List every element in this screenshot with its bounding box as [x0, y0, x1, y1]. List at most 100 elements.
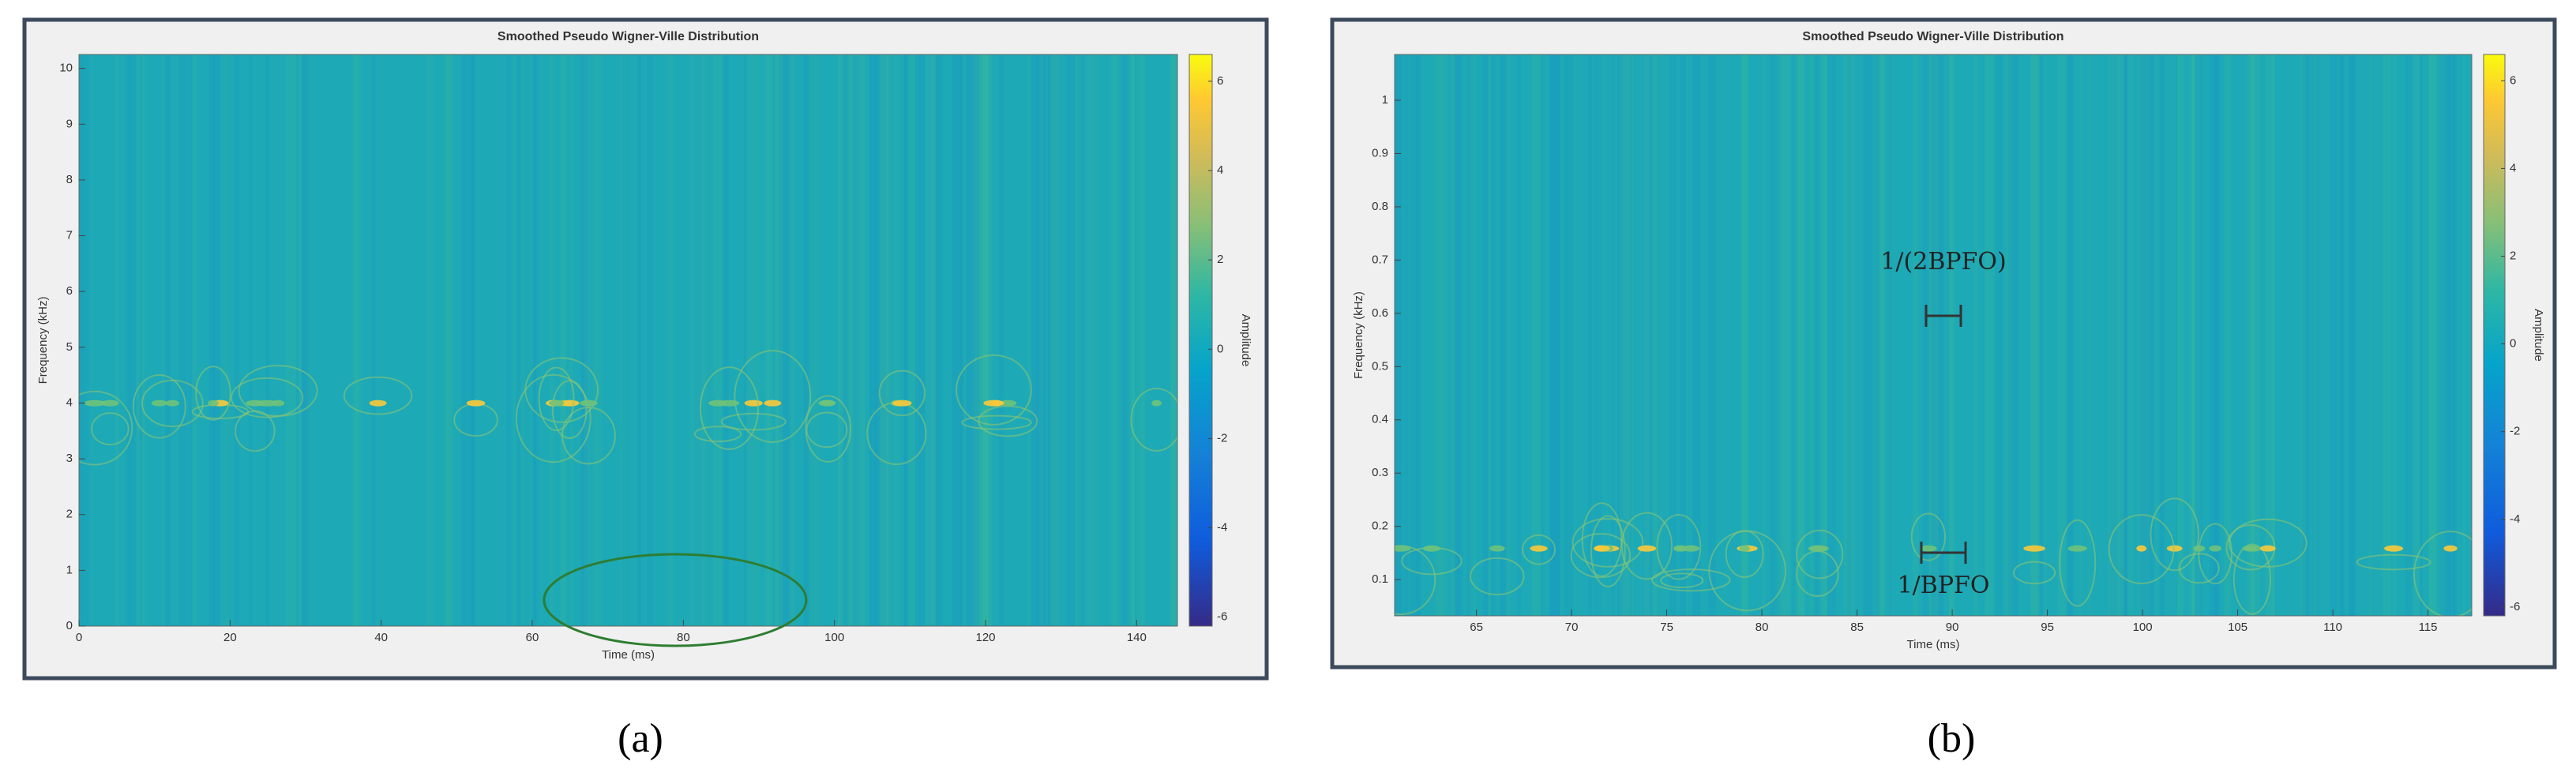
texture-stripe: [1913, 54, 1919, 616]
texture-stripe: [2312, 54, 2317, 616]
texture-stripe: [208, 54, 216, 626]
texture-stripe: [851, 54, 859, 626]
texture-stripe: [445, 54, 453, 626]
texture-stripe: [809, 54, 819, 626]
texture-hotspot: [84, 400, 106, 407]
texture-blob: [805, 395, 851, 463]
texture-stripe: [569, 54, 573, 626]
texture-hotspot: [1151, 400, 1162, 407]
x-tick-label: 20: [223, 631, 237, 644]
texture-stripe: [702, 54, 711, 626]
texture-stripe: [2349, 54, 2356, 616]
texture-stripe: [471, 54, 475, 626]
texture-stripe: [932, 54, 937, 626]
texture-stripe: [1680, 54, 1687, 616]
texture-stripe: [1395, 54, 1402, 616]
texture-stripe: [926, 54, 937, 626]
texture-stripe: [520, 54, 531, 626]
texture-stripe: [1531, 54, 1541, 616]
texture-stripe: [2119, 54, 2125, 616]
texture-blob: [1572, 518, 1644, 568]
texture-stripe: [2209, 54, 2218, 616]
texture-stripe: [963, 54, 967, 626]
texture-stripe: [1173, 54, 1177, 626]
texture-stripe: [1922, 54, 1928, 616]
texture-stripe: [625, 54, 629, 626]
texture-stripe: [1780, 54, 1791, 616]
texture-stripe: [1651, 54, 1662, 616]
texture-stripe: [355, 54, 359, 626]
texture-stripe: [2428, 54, 2439, 616]
texture-stripe: [743, 54, 754, 626]
texture-stripe: [2006, 54, 2014, 616]
annotation-bracket: [1920, 542, 1967, 564]
texture-stripe: [873, 54, 881, 626]
texture-stripe: [746, 54, 754, 626]
texture-stripe: [775, 54, 783, 626]
colorbar-tick-label: 6: [1217, 74, 1223, 88]
y-tick-label: 0.9: [1372, 146, 1388, 159]
texture-hotspot: [1739, 545, 1750, 552]
texture-stripe: [2176, 54, 2183, 616]
texture-stripe: [524, 54, 530, 626]
texture-stripe: [2412, 54, 2421, 616]
texture-stripe: [2065, 54, 2074, 616]
texture-stripe: [1128, 54, 1131, 626]
x-tick-label: 105: [2228, 621, 2247, 634]
texture-hotspot: [2193, 545, 2206, 552]
colorbar-tick-label: 0: [2510, 337, 2516, 351]
texture-stripe: [2159, 54, 2165, 616]
texture-stripe: [126, 54, 130, 626]
texture-stripe: [302, 54, 310, 626]
texture-hotspot: [208, 400, 219, 407]
x-tick-label: 75: [1660, 621, 1673, 634]
texture-blob: [91, 412, 130, 446]
texture-stripe: [1395, 54, 1403, 616]
texture: [1395, 54, 2472, 616]
texture-stripe: [667, 54, 674, 626]
texture-stripe: [2177, 54, 2184, 616]
y-tick-label: 1: [66, 563, 73, 576]
texture-stripe: [848, 54, 854, 626]
texture-stripe: [192, 54, 197, 626]
y-tick-label: 0.7: [1372, 253, 1388, 266]
texture-stripe: [222, 54, 231, 626]
texture-stripe: [845, 54, 849, 626]
texture-stripe: [1049, 54, 1059, 626]
y-tick-label: 0.4: [1372, 413, 1388, 426]
texture-hotspot: [2209, 545, 2222, 552]
annotation: 1/BPFO: [1898, 572, 1990, 599]
texture-hotspot: [1808, 545, 1827, 552]
texture-stripe: [838, 54, 843, 626]
texture-stripe: [1628, 54, 1634, 616]
texture-stripe: [2108, 54, 2117, 616]
x-tick-label: 80: [1756, 621, 1769, 634]
texture-stripe: [1740, 54, 1749, 616]
texture-blob: [1581, 502, 1623, 577]
texture-stripe: [136, 54, 145, 626]
texture-stripe: [550, 54, 554, 626]
texture-stripe: [179, 54, 187, 626]
x-tick-label: 60: [526, 631, 539, 644]
texture-blob: [2178, 553, 2220, 584]
texture-hotspot: [1920, 545, 1937, 552]
texture-hotspot: [2260, 545, 2276, 552]
texture-stripe: [975, 54, 982, 626]
texture-stripe: [2341, 54, 2345, 616]
texture-stripe: [2139, 54, 2150, 616]
texture-stripe: [1774, 54, 1783, 616]
colorbar-tick-label: 0: [1217, 342, 1223, 355]
texture-blob: [235, 410, 276, 452]
texture-blob: [2356, 553, 2431, 571]
texture-stripe: [2120, 54, 2128, 616]
colorbar-tick-label: -6: [1217, 610, 1227, 624]
texture-stripe: [1438, 54, 1447, 616]
texture-stripe: [584, 54, 590, 626]
texture-stripe: [249, 54, 252, 626]
texture-stripe: [1410, 54, 1418, 616]
texture-stripe: [1622, 54, 1632, 616]
texture-stripe: [1587, 54, 1593, 616]
texture-stripe: [1822, 54, 1828, 616]
texture-stripe: [723, 54, 729, 626]
